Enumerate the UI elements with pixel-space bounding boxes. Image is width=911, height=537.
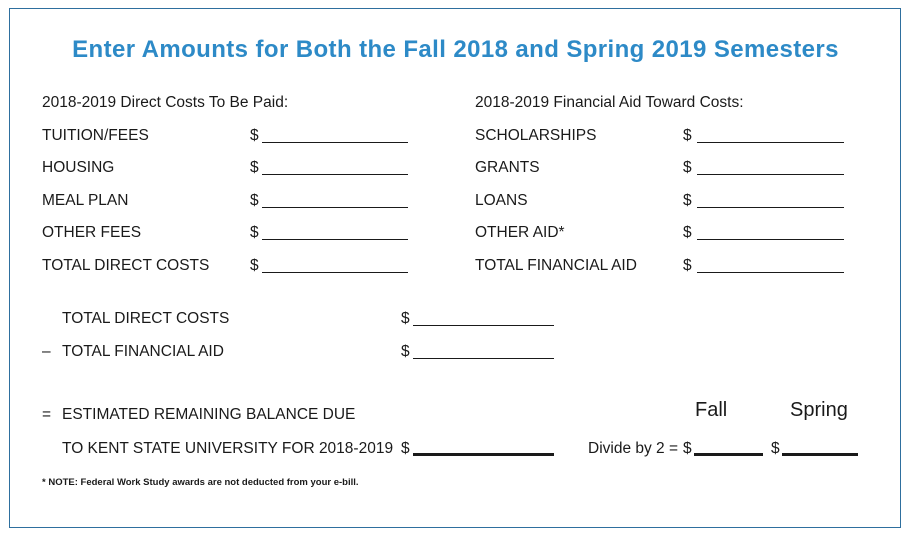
dollar-sign: $: [401, 440, 410, 457]
form-border: [9, 8, 901, 528]
dollar-sign: $: [401, 310, 410, 327]
costs-heading: 2018-2019 Direct Costs To Be Paid:: [42, 94, 289, 111]
loans-amount-field[interactable]: [697, 207, 844, 208]
cost-label-housing: HOUSING: [42, 159, 115, 176]
dollar-sign: $: [250, 127, 259, 144]
dollar-sign: $: [683, 440, 692, 457]
dollar-sign: $: [250, 224, 259, 241]
aid-label-total-financial-aid: TOTAL FINANCIAL AID: [475, 257, 637, 274]
scholarships-amount-field[interactable]: [697, 142, 844, 143]
dollar-sign: $: [683, 159, 692, 176]
aid-label-loans: LOANS: [475, 192, 528, 209]
cost-label-meal-plan: MEAL PLAN: [42, 192, 129, 209]
other-fees-amount-field[interactable]: [262, 239, 408, 240]
calc-total-direct-costs-field[interactable]: [413, 325, 554, 326]
dollar-sign: $: [771, 440, 780, 457]
dollar-sign: $: [401, 343, 410, 360]
footnote: * NOTE: Federal Work Study awards are no…: [42, 477, 359, 488]
cost-label-total-direct-costs: TOTAL DIRECT COSTS: [42, 257, 210, 274]
fall-heading: Fall: [695, 399, 728, 421]
dollar-sign: $: [683, 257, 692, 274]
minus-sign: –: [42, 343, 51, 360]
spring-heading: Spring: [790, 399, 848, 421]
total-financial-aid-field[interactable]: [697, 272, 844, 273]
divide-by-two-label: Divide by 2 =: [588, 440, 679, 457]
aid-heading: 2018-2019 Financial Aid Toward Costs:: [475, 94, 744, 111]
equals-sign: =: [42, 406, 52, 423]
cost-label-tuition: TUITION/FEES: [42, 127, 149, 144]
spring-amount-field[interactable]: [782, 453, 858, 456]
meal-plan-amount-field[interactable]: [262, 207, 408, 208]
total-direct-costs-field[interactable]: [262, 272, 408, 273]
dollar-sign: $: [683, 224, 692, 241]
dollar-sign: $: [250, 192, 259, 209]
calc-total-financial-aid-label: TOTAL FINANCIAL AID: [62, 343, 224, 360]
form-title: Enter Amounts for Both the Fall 2018 and…: [72, 36, 839, 63]
housing-amount-field[interactable]: [262, 174, 408, 175]
aid-label-scholarships: SCHOLARSHIPS: [475, 127, 597, 144]
grants-amount-field[interactable]: [697, 174, 844, 175]
fall-amount-field[interactable]: [694, 453, 763, 456]
estimated-balance-field[interactable]: [413, 453, 554, 456]
calc-total-financial-aid-field[interactable]: [413, 358, 554, 359]
cost-label-other-fees: OTHER FEES: [42, 224, 142, 241]
aid-label-other-aid: OTHER AID*: [475, 224, 565, 241]
tuition-amount-field[interactable]: [262, 142, 408, 143]
calc-total-direct-costs-label: TOTAL DIRECT COSTS: [62, 310, 230, 327]
balance-label-line-2: TO KENT STATE UNIVERSITY FOR 2018-2019: [62, 440, 394, 457]
dollar-sign: $: [250, 257, 259, 274]
dollar-sign: $: [683, 127, 692, 144]
aid-label-grants: GRANTS: [475, 159, 540, 176]
other-aid-amount-field[interactable]: [697, 239, 844, 240]
dollar-sign: $: [250, 159, 259, 176]
dollar-sign: $: [683, 192, 692, 209]
balance-label-line-1: ESTIMATED REMAINING BALANCE DUE: [62, 406, 356, 423]
